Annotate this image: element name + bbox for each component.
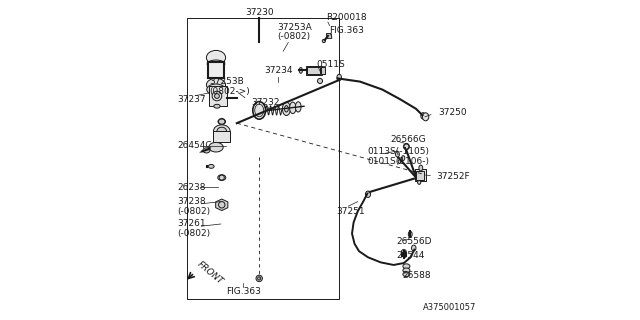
Ellipse shape	[412, 245, 416, 251]
Ellipse shape	[403, 272, 410, 276]
Ellipse shape	[408, 231, 412, 237]
Ellipse shape	[418, 180, 421, 184]
Circle shape	[256, 275, 262, 282]
Bar	[321, 67, 325, 74]
Text: 26556D: 26556D	[397, 237, 432, 246]
Text: 26544: 26544	[397, 252, 425, 260]
Ellipse shape	[218, 119, 226, 124]
Text: 37238
(-0802): 37238 (-0802)	[178, 197, 211, 216]
Text: FIG.363: FIG.363	[226, 287, 260, 296]
Text: 26454C: 26454C	[178, 141, 212, 150]
Ellipse shape	[214, 104, 220, 108]
Text: FIG.363: FIG.363	[330, 26, 364, 35]
Ellipse shape	[403, 264, 410, 269]
Text: 37261
(-0802): 37261 (-0802)	[178, 220, 211, 238]
Bar	[307, 67, 320, 74]
Ellipse shape	[296, 102, 301, 112]
Ellipse shape	[282, 102, 291, 116]
Text: A375001057: A375001057	[424, 303, 477, 312]
Bar	[209, 86, 227, 106]
Ellipse shape	[207, 60, 225, 68]
Bar	[415, 169, 426, 181]
Text: 0511S: 0511S	[317, 60, 346, 68]
Ellipse shape	[398, 160, 401, 164]
Ellipse shape	[289, 102, 296, 114]
Ellipse shape	[255, 104, 264, 117]
Text: 26588: 26588	[403, 271, 431, 280]
Circle shape	[317, 78, 323, 84]
Text: 37232: 37232	[252, 98, 280, 107]
Ellipse shape	[396, 151, 399, 157]
Text: 26566G: 26566G	[390, 135, 426, 144]
Ellipse shape	[209, 164, 214, 168]
Ellipse shape	[203, 148, 210, 153]
Ellipse shape	[403, 268, 410, 273]
Bar	[187, 18, 339, 299]
Bar	[416, 171, 424, 180]
Text: 37253A
(-0802): 37253A (-0802)	[277, 23, 312, 41]
Text: R200018: R200018	[326, 13, 366, 22]
Text: 37252F: 37252F	[436, 172, 470, 180]
Ellipse shape	[419, 165, 422, 171]
Text: FRONT: FRONT	[196, 259, 225, 286]
Ellipse shape	[323, 39, 326, 43]
Ellipse shape	[214, 125, 230, 138]
Text: 37237: 37237	[178, 95, 206, 104]
Ellipse shape	[214, 94, 220, 99]
Polygon shape	[212, 131, 230, 142]
Ellipse shape	[218, 175, 226, 180]
Ellipse shape	[337, 74, 342, 81]
Text: 37251: 37251	[337, 207, 365, 216]
Ellipse shape	[421, 113, 425, 119]
Ellipse shape	[284, 106, 288, 112]
Text: 37234: 37234	[264, 66, 292, 75]
Ellipse shape	[365, 191, 371, 197]
Bar	[208, 62, 224, 78]
Ellipse shape	[209, 142, 223, 152]
Bar	[306, 66, 322, 75]
Text: 0113S(-1105)
0101S(1106-): 0113S(-1105) 0101S(1106-)	[367, 148, 429, 166]
Ellipse shape	[207, 84, 225, 95]
Ellipse shape	[422, 113, 429, 121]
Ellipse shape	[402, 156, 405, 161]
Text: 37230: 37230	[245, 8, 273, 17]
Ellipse shape	[206, 51, 226, 65]
Ellipse shape	[404, 143, 410, 150]
Text: 37250: 37250	[438, 108, 467, 116]
Text: 37253B
(0802->): 37253B (0802->)	[209, 77, 250, 96]
Polygon shape	[216, 199, 228, 211]
Ellipse shape	[300, 68, 303, 73]
Ellipse shape	[206, 78, 226, 91]
Text: 26238: 26238	[178, 183, 206, 192]
Ellipse shape	[217, 127, 227, 135]
Polygon shape	[326, 34, 332, 38]
Ellipse shape	[402, 250, 406, 253]
